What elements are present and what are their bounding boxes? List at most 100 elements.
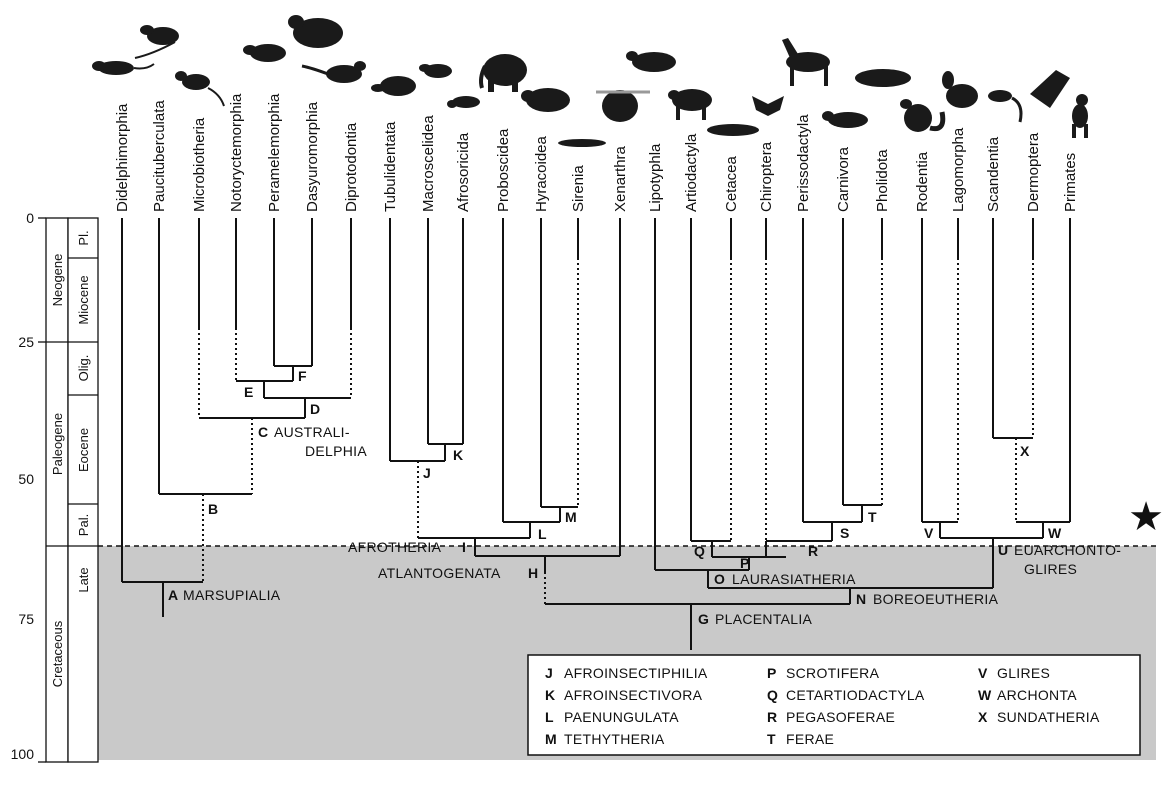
tree-branches — [121, 218, 1071, 650]
rabbit-icon — [942, 71, 978, 108]
node-u-name-2: GLIRES — [1024, 561, 1077, 577]
taxon-label: Macroscelidea — [420, 115, 437, 212]
legend-letter: X — [978, 709, 988, 725]
node-m-letter: M — [565, 509, 577, 525]
bat-icon — [752, 96, 784, 116]
legend-letter: L — [545, 709, 554, 725]
legend-letter: Q — [767, 687, 778, 703]
taxon-label: Carnivora — [835, 146, 852, 212]
taxon-label: Proboscidea — [495, 128, 512, 212]
node-t-letter: T — [868, 509, 877, 525]
node-b-letter: B — [208, 501, 218, 517]
hyrax-icon — [521, 88, 570, 112]
node-c-name-2: DELPHIA — [305, 443, 367, 459]
wombat-icon — [288, 15, 343, 48]
node-c-name-1: AUSTRALI- — [274, 424, 350, 440]
cat-icon — [822, 111, 868, 128]
node-h-letter: H — [528, 565, 538, 581]
legend-letter: J — [545, 665, 553, 681]
legend-name: FERAE — [786, 731, 834, 747]
kangaroo-icon — [301, 61, 366, 83]
aardvark-icon — [371, 76, 416, 96]
taxon-label: Paucituberculata — [151, 100, 168, 212]
taxon-label: Primates — [1062, 153, 1079, 212]
node-u-name-1: EUARCHONTO- — [1014, 542, 1121, 558]
taxon-label: Perissodactyla — [795, 114, 812, 212]
legend-name: TETHYTHERIA — [564, 731, 665, 747]
manatee-icon — [558, 139, 606, 147]
axis-tick-25: 25 — [18, 334, 34, 350]
taxon-label: Notoryctemorphia — [228, 93, 245, 212]
node-d-letter: D — [310, 401, 320, 417]
node-g-name: PLACENTALIA — [715, 611, 813, 627]
primate-icon — [1072, 94, 1088, 138]
axis-tick-0: 0 — [26, 210, 34, 226]
legend-name: ARCHONTA — [997, 687, 1077, 703]
colugo-icon — [1030, 70, 1070, 108]
epoch-late: Late — [76, 567, 91, 592]
squirrel-icon — [900, 99, 946, 132]
node-k-letter: K — [453, 447, 463, 463]
axis-tick-100: 100 — [11, 746, 35, 762]
star-icon: ★ — [1128, 495, 1164, 539]
animal-silhouettes — [92, 15, 1088, 147]
node-g-letter: G — [698, 611, 709, 627]
taxon-label: Hyracoidea — [533, 135, 550, 212]
taxon-label: Artiodactyla — [683, 133, 700, 212]
pangolin-icon — [855, 69, 911, 87]
epoch-pliocene: Pl. — [76, 230, 91, 245]
legend-letter: R — [767, 709, 777, 725]
node-q-letter: Q — [694, 543, 705, 559]
legend-letter: P — [767, 665, 776, 681]
monito-del-monte-icon — [175, 71, 225, 107]
shrew-opossum-icon — [134, 25, 179, 59]
legend-letter: T — [767, 731, 776, 747]
treeshrew-icon — [988, 90, 1023, 123]
tree-ghost-lineages — [198, 258, 1034, 604]
taxon-label: Peramelemorphia — [266, 93, 283, 212]
horse-icon — [782, 38, 830, 86]
taxon-label: Pholidota — [874, 149, 891, 212]
node-x-letter: X — [1020, 443, 1030, 459]
node-labels: A MARSUPIALIA B C AUSTRALI- DELPHIA D E … — [168, 368, 1121, 627]
taxon-label: Dasyuromorphia — [304, 101, 321, 212]
taxon-label: Microbiotheria — [191, 117, 208, 212]
taxon-label: Lagomorpha — [950, 127, 967, 212]
node-s-letter: S — [840, 525, 849, 541]
node-u-letter: U — [998, 542, 1008, 558]
period-neogene: Neogene — [50, 254, 65, 307]
epoch-miocene: Miocene — [76, 275, 91, 324]
node-l-letter: L — [538, 526, 547, 542]
node-i-letter: I — [462, 539, 466, 555]
taxon-label: Xenarthra — [612, 145, 629, 212]
legend-letter: W — [978, 687, 992, 703]
taxon-label: Dermoptera — [1025, 132, 1042, 212]
node-j-letter: J — [423, 465, 431, 481]
legend-letter: M — [545, 731, 557, 747]
cow-icon — [668, 89, 712, 120]
taxon-label: Didelphimorphia — [114, 103, 131, 212]
taxon-label: Tubulidentata — [382, 121, 399, 212]
elephant-shrew-icon — [419, 64, 452, 78]
taxon-label: Afrosoricida — [455, 132, 472, 212]
legend-name: SUNDATHERIA — [997, 709, 1100, 725]
node-i-name: AFROTHERIA — [348, 539, 442, 555]
tenrec-icon — [447, 96, 480, 108]
node-c-letter: C — [258, 424, 268, 440]
node-p-letter: P — [740, 555, 749, 571]
period-cretaceous: Cretaceous — [50, 620, 65, 687]
legend-name: CETARTIODACTYLA — [786, 687, 925, 703]
opossum-icon — [92, 61, 155, 75]
elephant-icon — [479, 54, 527, 92]
legend-name: AFROINSECTIPHILIA — [564, 665, 708, 681]
taxon-labels: Didelphimorphia Paucituberculata Microbiot… — [114, 93, 1079, 212]
node-f-letter: F — [298, 368, 307, 384]
node-n-name: BOREOEUTHERIA — [873, 591, 999, 607]
time-scale: 0 25 50 75 100 Neogene Paleogene Cretace… — [11, 210, 99, 763]
legend-name: AFROINSECTIVORA — [564, 687, 703, 703]
legend-name: GLIRES — [997, 665, 1050, 681]
node-o-name: LAURASIATHERIA — [732, 571, 856, 587]
epoch-eocene: Eocene — [76, 428, 91, 472]
